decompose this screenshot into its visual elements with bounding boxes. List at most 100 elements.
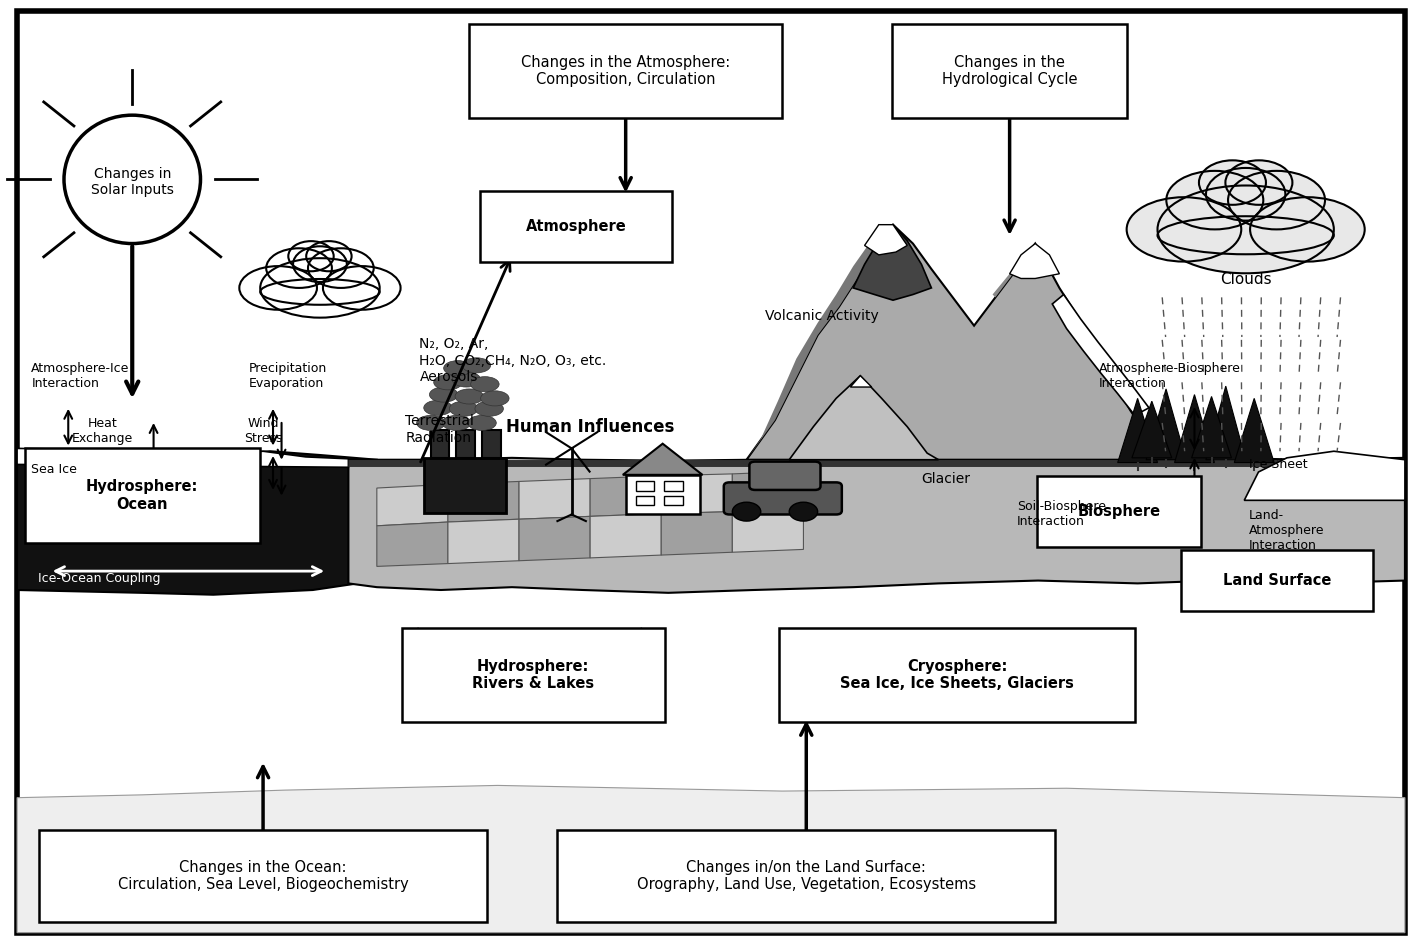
Polygon shape <box>17 785 1405 933</box>
Polygon shape <box>519 479 590 519</box>
Text: Hydrosphere:
Ocean: Hydrosphere: Ocean <box>85 480 199 512</box>
Ellipse shape <box>455 389 483 404</box>
Polygon shape <box>590 476 661 516</box>
Ellipse shape <box>434 375 462 390</box>
Polygon shape <box>519 516 590 561</box>
FancyBboxPatch shape <box>38 830 486 922</box>
Polygon shape <box>1234 398 1274 463</box>
Polygon shape <box>17 448 348 467</box>
Ellipse shape <box>1229 171 1325 229</box>
Ellipse shape <box>323 266 401 310</box>
Polygon shape <box>850 376 872 387</box>
Ellipse shape <box>481 391 509 406</box>
Polygon shape <box>1192 396 1231 458</box>
FancyBboxPatch shape <box>724 482 842 514</box>
FancyBboxPatch shape <box>424 458 506 513</box>
FancyBboxPatch shape <box>456 430 475 458</box>
Polygon shape <box>1132 401 1172 458</box>
Text: Changes in the Atmosphere:
Composition, Circulation: Changes in the Atmosphere: Composition, … <box>520 55 731 87</box>
Polygon shape <box>1118 398 1158 463</box>
Text: Changes in/on the Land Surface:
Orography, Land Use, Vegetation, Ecosystems: Changes in/on the Land Surface: Orograph… <box>637 860 975 892</box>
Polygon shape <box>448 481 519 522</box>
Text: Precipitation
Evaporation: Precipitation Evaporation <box>249 362 327 390</box>
Polygon shape <box>661 512 732 555</box>
Polygon shape <box>993 244 1035 297</box>
Ellipse shape <box>1158 216 1334 254</box>
Ellipse shape <box>449 401 478 416</box>
Ellipse shape <box>1206 168 1285 221</box>
Text: Land Surface: Land Surface <box>1223 573 1331 588</box>
Ellipse shape <box>1126 197 1241 261</box>
Text: Cryosphere:
Sea Ice, Ice Sheets, Glaciers: Cryosphere: Sea Ice, Ice Sheets, Glacier… <box>840 659 1074 691</box>
Polygon shape <box>1175 395 1214 463</box>
Ellipse shape <box>1250 197 1365 261</box>
Ellipse shape <box>266 248 331 288</box>
FancyBboxPatch shape <box>1038 476 1202 548</box>
Ellipse shape <box>64 115 201 244</box>
Text: Sea Ice: Sea Ice <box>31 463 77 476</box>
Polygon shape <box>1010 244 1059 278</box>
FancyBboxPatch shape <box>893 24 1126 118</box>
Ellipse shape <box>293 246 347 282</box>
Text: Changes in the Ocean:
Circulation, Sea Level, Biogeochemistry: Changes in the Ocean: Circulation, Sea L… <box>118 860 408 892</box>
Polygon shape <box>377 484 448 526</box>
Ellipse shape <box>260 279 380 305</box>
Text: Atmosphere-Biosphere
Interaction: Atmosphere-Biosphere Interaction <box>1099 362 1241 390</box>
Text: Wind
Stress: Wind Stress <box>243 417 283 446</box>
Polygon shape <box>789 376 939 460</box>
Ellipse shape <box>475 401 503 416</box>
Polygon shape <box>732 509 803 552</box>
Polygon shape <box>1244 451 1405 500</box>
FancyBboxPatch shape <box>469 24 782 118</box>
FancyBboxPatch shape <box>481 191 673 261</box>
Text: Ice Sheet: Ice Sheet <box>1249 458 1307 471</box>
Ellipse shape <box>442 415 471 430</box>
Polygon shape <box>732 471 803 512</box>
FancyBboxPatch shape <box>779 628 1135 722</box>
Text: Atmosphere: Atmosphere <box>526 219 626 234</box>
Ellipse shape <box>260 259 380 317</box>
Polygon shape <box>853 225 931 300</box>
Ellipse shape <box>309 248 374 288</box>
Circle shape <box>732 502 761 521</box>
Polygon shape <box>590 514 661 558</box>
Text: Changes in
Solar Inputs: Changes in Solar Inputs <box>91 167 173 197</box>
Polygon shape <box>1206 386 1246 460</box>
Text: Changes in the
Hydrological Cycle: Changes in the Hydrological Cycle <box>941 55 1078 87</box>
Ellipse shape <box>452 372 481 387</box>
Text: Hydrosphere:
Rivers & Lakes: Hydrosphere: Rivers & Lakes <box>472 659 594 691</box>
FancyBboxPatch shape <box>749 462 820 490</box>
Ellipse shape <box>424 400 452 415</box>
Ellipse shape <box>1199 160 1266 205</box>
FancyBboxPatch shape <box>431 430 449 458</box>
Polygon shape <box>623 444 702 475</box>
Ellipse shape <box>1158 185 1334 273</box>
Polygon shape <box>448 519 519 564</box>
Text: Land-
Atmosphere
Interaction: Land- Atmosphere Interaction <box>1249 509 1324 552</box>
FancyBboxPatch shape <box>626 475 700 514</box>
FancyBboxPatch shape <box>482 430 501 458</box>
Polygon shape <box>1052 295 1149 415</box>
FancyBboxPatch shape <box>1180 549 1374 612</box>
Ellipse shape <box>462 358 491 373</box>
Polygon shape <box>1146 389 1186 460</box>
Ellipse shape <box>289 241 334 271</box>
Text: Clouds: Clouds <box>1220 272 1271 287</box>
Ellipse shape <box>444 361 472 376</box>
Ellipse shape <box>417 415 445 430</box>
Polygon shape <box>17 451 377 798</box>
Ellipse shape <box>429 387 458 402</box>
Ellipse shape <box>1166 171 1263 229</box>
Polygon shape <box>865 225 907 255</box>
Text: Heat
Exchange: Heat Exchange <box>71 417 134 446</box>
Text: Glacier: Glacier <box>921 472 970 485</box>
Polygon shape <box>747 225 1194 460</box>
Polygon shape <box>747 225 893 460</box>
FancyBboxPatch shape <box>401 628 664 722</box>
FancyBboxPatch shape <box>664 496 683 505</box>
Polygon shape <box>377 522 448 566</box>
FancyBboxPatch shape <box>664 481 683 491</box>
FancyBboxPatch shape <box>636 481 654 491</box>
Text: Biosphere: Biosphere <box>1078 504 1160 519</box>
Ellipse shape <box>468 415 496 430</box>
